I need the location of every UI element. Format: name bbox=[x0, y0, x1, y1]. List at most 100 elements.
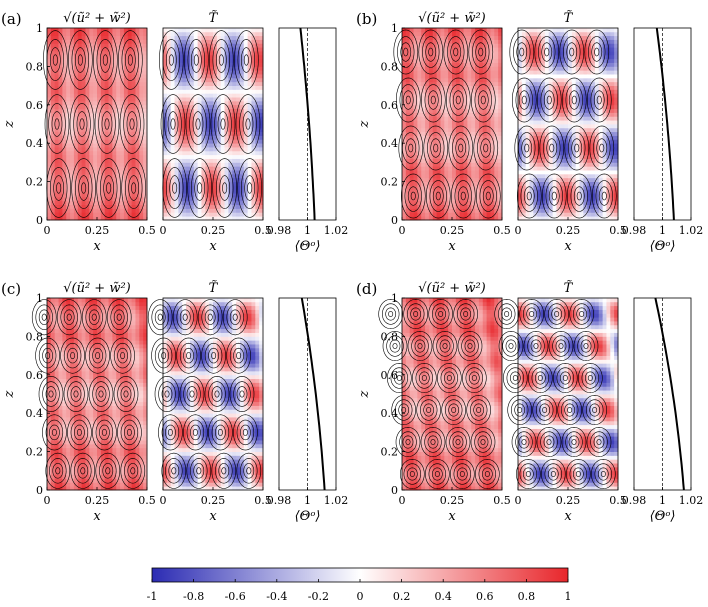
field-cell bbox=[170, 62, 175, 67]
field-cell bbox=[417, 177, 422, 182]
field-cell bbox=[417, 216, 422, 221]
field-cell bbox=[100, 216, 106, 221]
streamline bbox=[405, 95, 411, 105]
field-cell bbox=[564, 143, 569, 148]
field-cell bbox=[529, 189, 534, 194]
field-cell bbox=[541, 127, 546, 133]
streamline bbox=[424, 84, 442, 116]
field-cell bbox=[440, 181, 445, 186]
streamline bbox=[78, 175, 89, 201]
field-cell bbox=[421, 166, 426, 171]
field-cell bbox=[93, 39, 98, 44]
field-cell bbox=[93, 93, 98, 98]
field-cell bbox=[583, 150, 588, 156]
field-cell bbox=[239, 173, 245, 179]
field-cell bbox=[436, 70, 441, 75]
field-cell bbox=[533, 166, 538, 171]
field-cell bbox=[247, 127, 252, 133]
field-cell bbox=[123, 124, 129, 129]
field-cell bbox=[421, 104, 426, 110]
field-cell bbox=[77, 85, 83, 90]
field-cell bbox=[440, 204, 445, 209]
field-cell bbox=[50, 74, 56, 79]
field-cell bbox=[405, 74, 411, 79]
field-cell bbox=[243, 208, 249, 213]
field-cell bbox=[432, 93, 438, 98]
field-cell bbox=[541, 112, 546, 117]
field-cell bbox=[533, 139, 538, 144]
field-cell bbox=[571, 196, 577, 202]
field-cell bbox=[452, 189, 457, 194]
field-cell bbox=[70, 120, 75, 125]
field-cell bbox=[459, 177, 464, 182]
field-cell bbox=[459, 135, 464, 140]
field-cell bbox=[209, 104, 214, 110]
field-cell bbox=[131, 147, 136, 152]
field-cell bbox=[247, 58, 252, 63]
field-cell bbox=[544, 124, 550, 129]
field-cell bbox=[564, 124, 569, 129]
field-cell bbox=[475, 81, 480, 86]
field-cell bbox=[97, 120, 102, 125]
field-cell bbox=[62, 108, 67, 113]
field-cell bbox=[448, 35, 453, 40]
field-cell bbox=[228, 162, 233, 167]
field-cell bbox=[174, 124, 179, 129]
field-cell bbox=[170, 100, 175, 106]
field-cell bbox=[494, 200, 499, 206]
field-cell bbox=[575, 62, 580, 67]
field-cell bbox=[544, 193, 550, 198]
field-cell bbox=[54, 216, 59, 221]
field-cell bbox=[417, 47, 422, 52]
field-cell bbox=[471, 143, 476, 148]
field-cell bbox=[62, 143, 67, 148]
field-cell bbox=[182, 43, 187, 48]
field-cell bbox=[163, 143, 168, 148]
field-cell bbox=[471, 166, 476, 171]
field-cell bbox=[108, 85, 113, 90]
field-cell bbox=[255, 170, 260, 175]
field-cell bbox=[518, 200, 523, 206]
field-cell bbox=[255, 189, 260, 194]
streamline bbox=[435, 191, 441, 201]
field-cell bbox=[81, 208, 86, 213]
field-cell bbox=[216, 104, 222, 110]
field-cell bbox=[104, 216, 109, 221]
field-cell bbox=[135, 216, 140, 221]
field-cell bbox=[564, 189, 569, 194]
field-cell bbox=[216, 162, 222, 167]
field-cell bbox=[425, 150, 430, 156]
field-cell bbox=[97, 212, 102, 217]
field-cell bbox=[537, 127, 542, 133]
field-cell bbox=[529, 112, 534, 117]
field-cell bbox=[579, 66, 584, 71]
field-cell bbox=[123, 104, 129, 110]
field-cell bbox=[413, 51, 418, 56]
field-cell bbox=[494, 93, 499, 98]
field-cell bbox=[182, 97, 187, 102]
field-cell bbox=[123, 108, 129, 113]
field-cell bbox=[243, 28, 249, 33]
field-cell bbox=[475, 150, 480, 156]
field-cell bbox=[533, 112, 538, 117]
field-cell bbox=[247, 85, 252, 90]
field-cell bbox=[541, 170, 546, 175]
field-cell bbox=[50, 173, 56, 179]
field-cell bbox=[236, 143, 241, 148]
field-cell bbox=[552, 104, 557, 110]
field-cell bbox=[163, 208, 168, 213]
field-cell bbox=[213, 93, 218, 98]
field-cell bbox=[251, 166, 256, 171]
field-cell bbox=[97, 185, 102, 190]
field-cell bbox=[475, 193, 480, 198]
field-cell bbox=[143, 124, 148, 129]
field-cell bbox=[548, 62, 554, 67]
field-cell bbox=[482, 177, 488, 182]
field-cell bbox=[436, 108, 441, 113]
field-cell bbox=[108, 150, 113, 156]
field-cell bbox=[116, 43, 121, 48]
field-cell bbox=[243, 31, 249, 37]
field-cell bbox=[494, 204, 499, 209]
field-cell bbox=[405, 158, 411, 163]
field-cell bbox=[432, 147, 438, 152]
